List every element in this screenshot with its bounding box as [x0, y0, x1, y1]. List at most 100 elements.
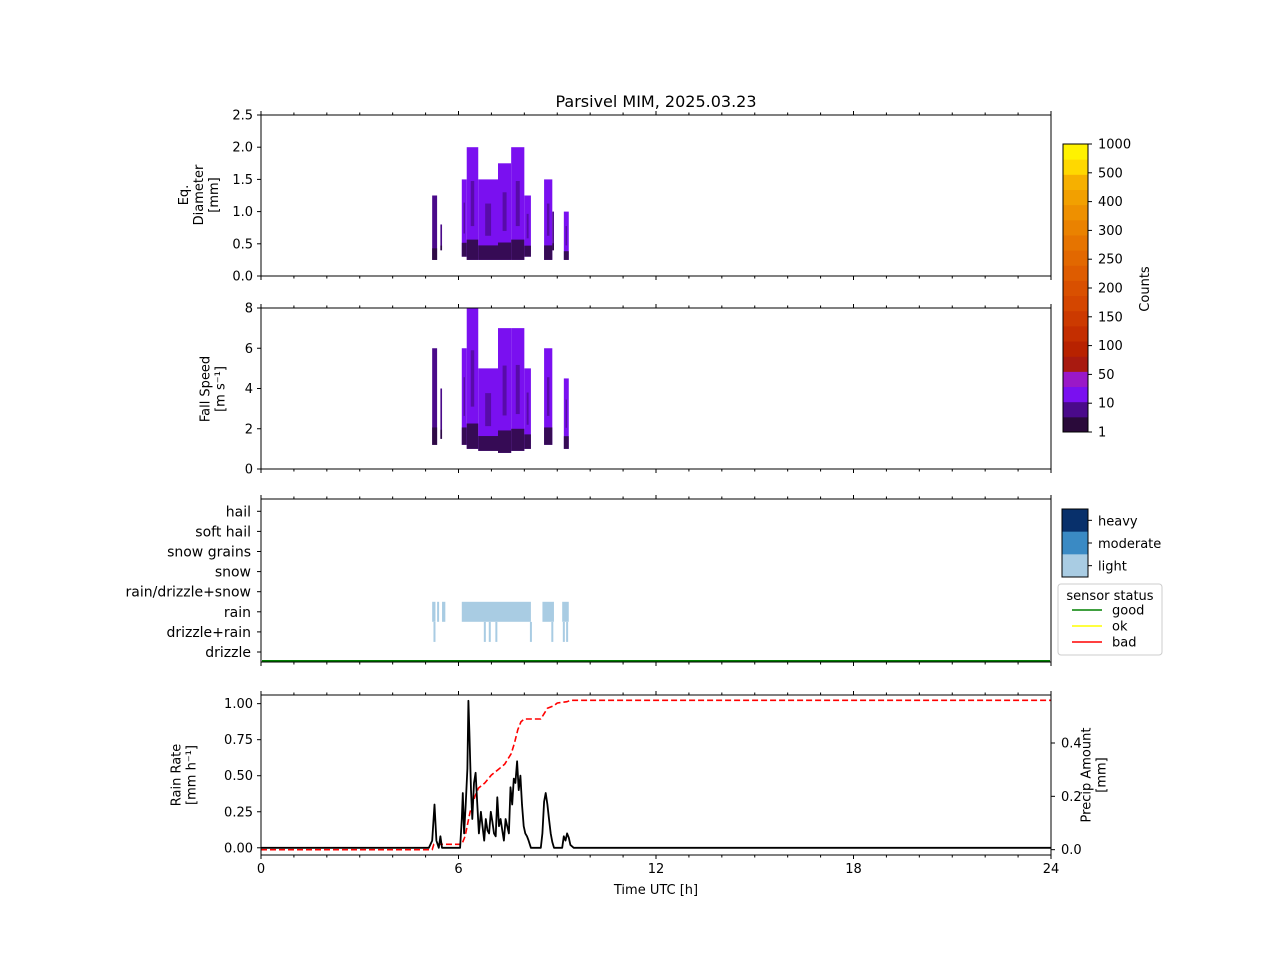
y-tick-label: 0.75 — [224, 733, 253, 748]
heatmap-cell-edge — [466, 239, 479, 260]
chart-title: Parsivel MIM, 2025.03.23 — [555, 92, 756, 111]
category-label: drizzle+rain — [166, 625, 251, 641]
colorbar-level — [1063, 386, 1088, 403]
drizzle-rain-mark — [488, 621, 491, 642]
y-tick-label: 1.0 — [232, 205, 253, 220]
ylabel-line: Rain Rate — [170, 744, 185, 807]
colorbar-level — [1063, 174, 1088, 190]
y-tick-label: 0 — [245, 463, 253, 478]
colorbar-level — [1063, 234, 1088, 251]
category-label: snow grains — [167, 545, 251, 561]
colorbar-level — [1063, 280, 1088, 297]
fallspeed-ylabel: Fall Speed[m s⁻¹] — [199, 356, 229, 422]
heatmap-cell-edge — [498, 242, 512, 260]
intensity-swatch — [1062, 531, 1088, 555]
heatmap-cell-core — [546, 203, 550, 236]
heatmap-cell-edge — [511, 239, 525, 260]
rain-rate-ylabel: Rain Rate[mm h⁻¹] — [170, 744, 200, 807]
y-tick-label: 6 — [245, 342, 253, 357]
status-legend-label: bad — [1112, 636, 1136, 651]
ylabel-line: Eq. — [177, 185, 192, 206]
heatmap-cell-edge — [544, 427, 553, 445]
status-legend-title: sensor status — [1066, 589, 1153, 604]
rain-span — [461, 601, 531, 622]
y-tick-label: 2 — [245, 422, 253, 437]
diameter-ylabel: Eq.Diameter[mm] — [177, 164, 222, 225]
drizzle-rain-mark — [495, 621, 498, 642]
intensity-swatch — [1062, 554, 1088, 578]
heatmap-cell-core — [433, 377, 436, 416]
status-legend-box — [1057, 583, 1163, 656]
colorbar-tick-label: 250 — [1098, 253, 1123, 268]
heatmap-cell-core — [515, 181, 520, 227]
y-tick-label: 0.5 — [232, 237, 253, 252]
rain-span — [542, 601, 554, 622]
y-tick-label: 0.0 — [232, 270, 253, 285]
drizzle-rain-mark — [562, 621, 565, 642]
heatmap-cell-edge — [466, 423, 479, 449]
colorbar-level — [1063, 416, 1088, 433]
fallspeed-frame — [260, 307, 1052, 470]
heatmap-cell-core — [463, 202, 466, 234]
y2-tick-label: 0.4 — [1061, 737, 1082, 752]
y-tick-label: 1.5 — [232, 173, 253, 188]
rain-span — [442, 601, 446, 622]
drizzle-rain-mark — [529, 621, 532, 642]
colorbar-level — [1063, 325, 1088, 342]
category-label: rain/drizzle+snow — [126, 585, 251, 601]
y2-tick-label: 0.0 — [1061, 843, 1082, 858]
y-tick-label: 0.50 — [224, 769, 253, 784]
colorbar-level — [1063, 295, 1088, 312]
status-legend-label: ok — [1112, 620, 1128, 635]
heatmap-cell-core — [565, 226, 568, 246]
heatmap-cell-edge — [511, 428, 525, 451]
heatmap-cell-core — [546, 377, 550, 416]
rain-frame — [260, 694, 1052, 856]
y-tick-label: 8 — [245, 302, 253, 317]
heatmap-cell-edge — [544, 245, 553, 260]
heatmap-cell-core — [526, 213, 529, 239]
heatmap-cell-core — [526, 392, 529, 425]
rain-panel: 0.000.250.500.751.00 0.00.20.4 0 6 12 18 24 … — [170, 691, 1110, 898]
heatmap-cell-edge — [524, 434, 531, 449]
y-tick-label: 2.5 — [232, 109, 253, 124]
heatmap-cell-edge — [461, 242, 467, 257]
colorbar-tick-label: 300 — [1098, 224, 1123, 239]
x-tick-label: 0 — [257, 862, 265, 877]
drizzle-rain-mark — [433, 621, 436, 642]
diameter-panel: 0.0 0.5 1.0 1.5 2.0 2.5 Eq.Diameter[mm] — [177, 109, 1052, 285]
precip-amount-ylabel: Precip Amount[mm] — [1080, 728, 1110, 823]
colorbar-level — [1063, 189, 1088, 206]
intensity-label: moderate — [1098, 537, 1161, 552]
rain-span — [437, 601, 440, 622]
intensity-legend: heavy moderate light — [1061, 508, 1161, 578]
y-tick-label: 2.0 — [232, 141, 253, 156]
colorbar-tick-label: 50 — [1098, 368, 1115, 383]
colorbar-tick-label: 100 — [1098, 339, 1123, 354]
drizzle-rain-mark — [566, 621, 569, 642]
colorbar-tick-label: 200 — [1098, 282, 1123, 297]
ylabel-line: Fall Speed — [199, 356, 214, 422]
heatmap-cell-edge — [432, 248, 438, 260]
status-legend-label: good — [1112, 604, 1144, 619]
precip-type-frame — [260, 498, 1052, 663]
category-label: snow — [215, 565, 251, 581]
fallspeed-panel: 0 2 4 6 8 Fall Speed[m s⁻¹] — [199, 302, 1052, 478]
precip-amount-line — [261, 699, 1051, 851]
category-label: rain — [224, 605, 251, 621]
colorbar-level — [1063, 371, 1088, 388]
colorbar-level — [1063, 250, 1088, 266]
heatmap-cell-core — [470, 181, 475, 227]
heatmap-cell-core — [515, 364, 520, 415]
ylabel-line: [mm] — [1095, 757, 1110, 792]
diameter-frame — [260, 114, 1052, 277]
colorbar-level — [1063, 401, 1088, 418]
precip-type-panel: drizzle drizzle+rain rain rain/drizzle+snow… — [126, 495, 1052, 666]
y-tick-label: 4 — [245, 382, 253, 397]
heatmap-cell-edge — [461, 427, 467, 445]
heatmap-cell-edge — [478, 436, 498, 451]
category-label: soft hail — [195, 524, 251, 540]
heatmap-cell-edge — [478, 245, 498, 260]
